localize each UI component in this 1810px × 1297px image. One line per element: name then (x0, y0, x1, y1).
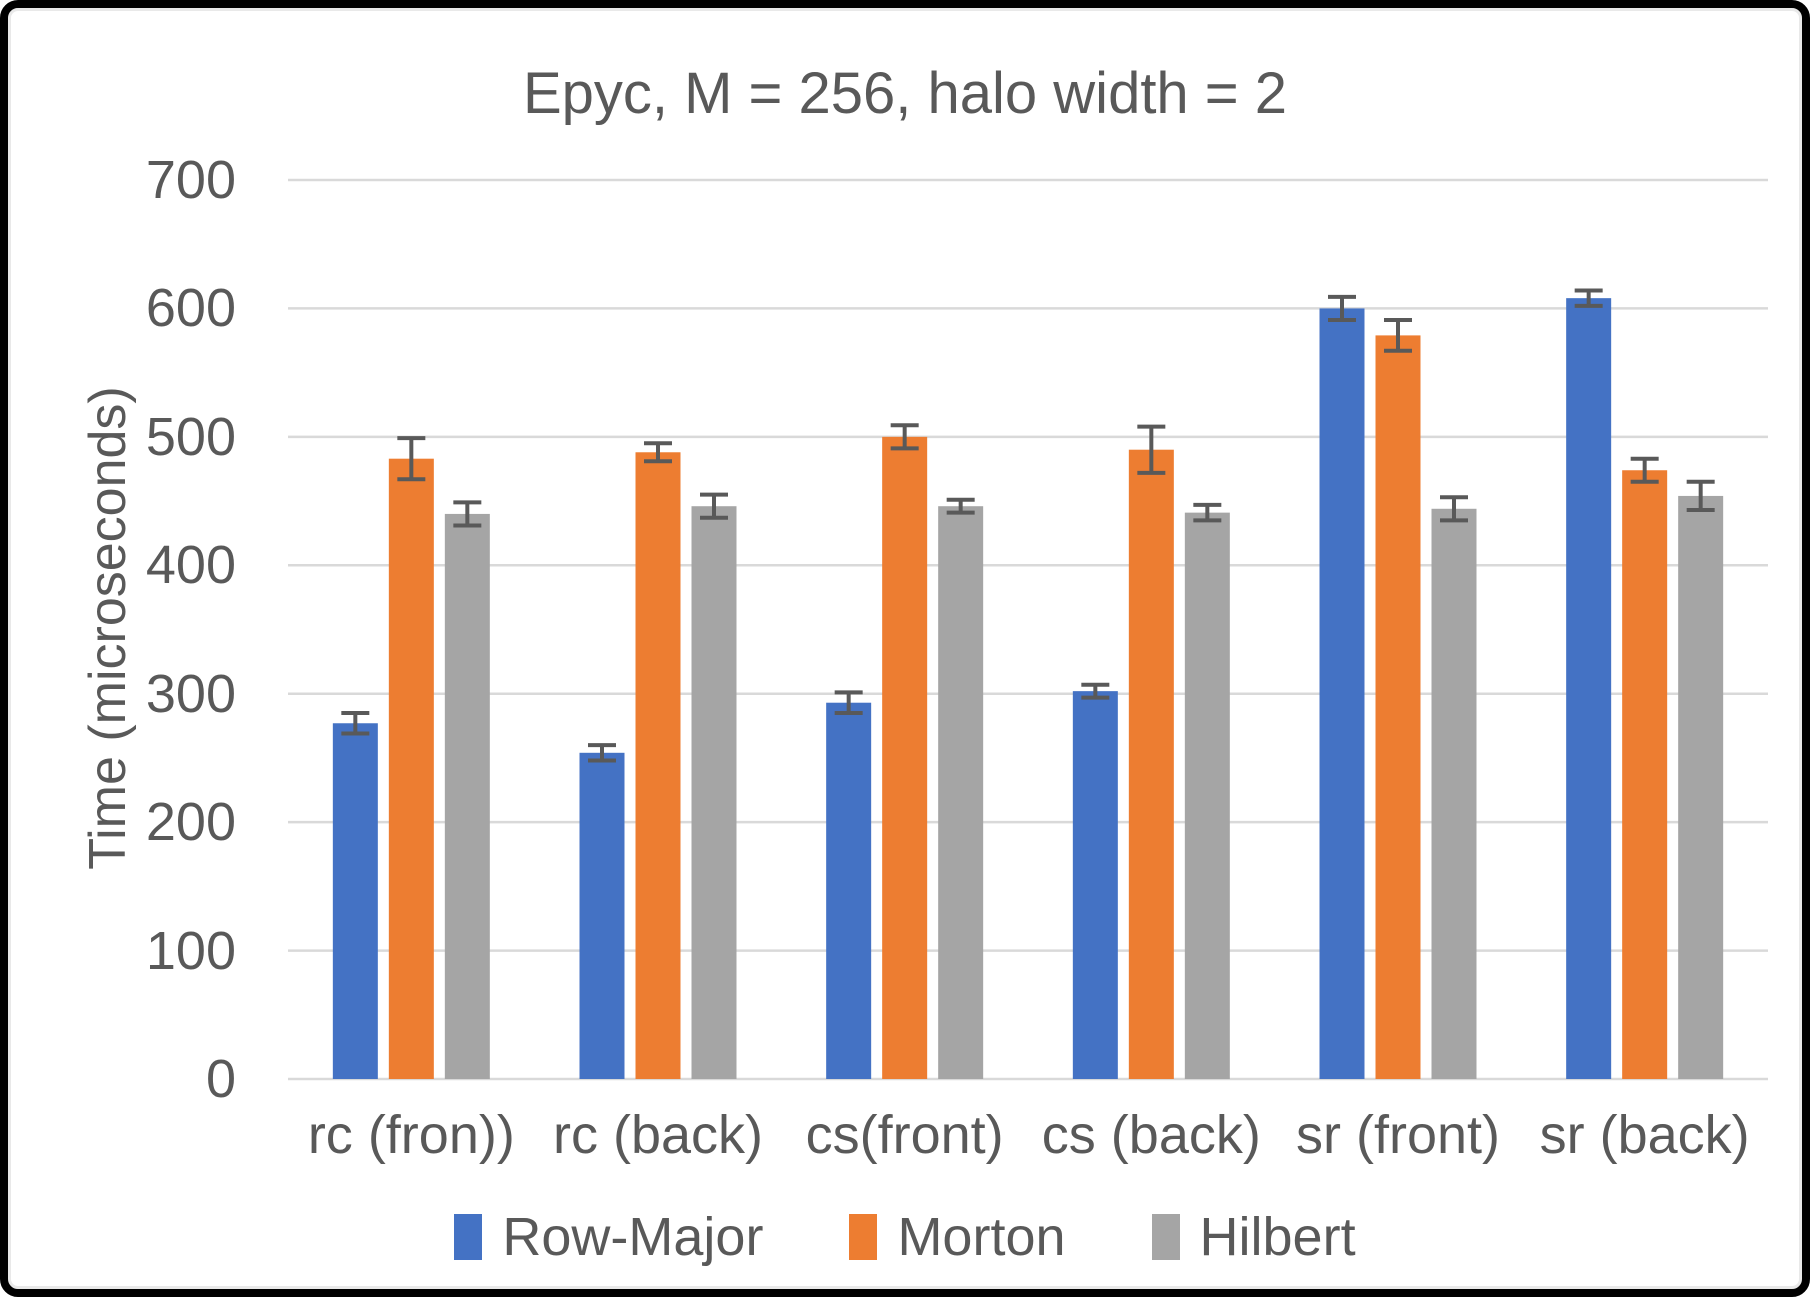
chart-legend: Row-Major Morton Hilbert (8, 1206, 1802, 1268)
x-category-label: cs(front) (805, 1105, 1004, 1165)
y-tick-label: 200 (145, 792, 236, 853)
legend-item: Hilbert (1151, 1206, 1356, 1268)
bar-row-major (826, 702, 872, 1079)
bar-chart-plot (288, 178, 1768, 1081)
bar-hilbert (938, 506, 984, 1079)
bar-hilbert (444, 513, 490, 1079)
bar-row-major (1319, 308, 1365, 1079)
bar-morton (388, 458, 434, 1079)
x-category-label: sr (front) (1295, 1105, 1500, 1165)
bar-morton (635, 452, 681, 1080)
legend-item: Row-Major (454, 1206, 763, 1268)
y-tick-label: 0 (205, 1049, 236, 1109)
legend-item: Morton (849, 1206, 1066, 1268)
bar-hilbert (691, 506, 737, 1079)
y-tick-label: 100 (145, 920, 236, 981)
x-category-label: cs (back) (1041, 1105, 1261, 1165)
x-category-label: sr (back) (1539, 1105, 1750, 1165)
y-tick-label: 700 (145, 150, 236, 210)
legend-label: Hilbert (1199, 1207, 1356, 1267)
x-category-label: rc (back) (552, 1105, 763, 1165)
bar-morton (1375, 335, 1421, 1079)
legend-swatch (1151, 1214, 1180, 1260)
legend-swatch (849, 1214, 878, 1260)
bar-morton (1128, 449, 1174, 1079)
bar-hilbert (1184, 512, 1230, 1079)
y-tick-label: 600 (145, 278, 236, 339)
bar-row-major (332, 723, 378, 1079)
legend-swatch (454, 1214, 483, 1260)
y-tick-label: 300 (145, 663, 236, 724)
bar-hilbert (1678, 495, 1724, 1079)
legend-label: Row-Major (502, 1207, 764, 1267)
bar-row-major (1072, 691, 1118, 1079)
y-tick-label: 400 (145, 535, 236, 596)
bar-row-major (1566, 298, 1612, 1079)
y-tick-label: 500 (145, 406, 236, 467)
bar-morton (1622, 470, 1668, 1080)
bar-hilbert (1431, 508, 1477, 1080)
x-category-label: rc (fron)) (307, 1105, 515, 1165)
bar-morton (882, 436, 928, 1079)
bar-row-major (579, 752, 625, 1079)
chart-title: Epyc, M = 256, halo width = 2 (522, 61, 1288, 126)
legend-label: Morton (897, 1207, 1066, 1267)
